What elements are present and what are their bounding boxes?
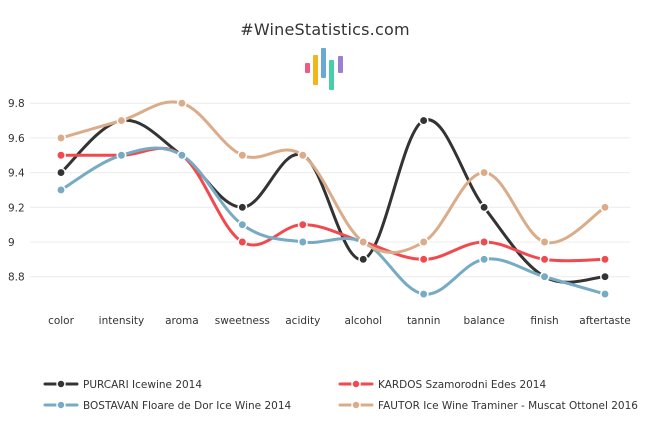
legend-label: FAUTOR Ice Wine Traminer - Muscat Ottone… [378, 400, 638, 412]
data-point [237, 219, 248, 230]
legend-item[interactable]: BOSTAVAN Floare de Dor Ice Wine 2014 [43, 400, 291, 412]
x-tick-label: tannin [407, 315, 440, 327]
x-axis: color intensity aroma sweetness acidity alcoh… [48, 315, 631, 327]
data-point [237, 150, 248, 161]
legend-label: BOSTAVAN Floare de Dor Ice Wine 2014 [83, 400, 291, 412]
series-line [59, 146, 607, 296]
data-point [176, 150, 187, 161]
data-point [479, 202, 490, 213]
data-point [358, 237, 369, 247]
data-point [539, 254, 550, 265]
data-point [600, 254, 610, 265]
data-point [600, 289, 610, 299]
legend[interactable]: PURCARI Icewine 2014 KARDOS Szamorodni Ed… [43, 379, 638, 412]
x-tick-label: intensity [99, 315, 145, 327]
x-tick-label: sweetness [215, 315, 270, 327]
grid [30, 102, 630, 278]
x-tick-label: acidity [285, 315, 320, 327]
data-point [56, 150, 66, 161]
series-line [59, 146, 607, 263]
data-point [297, 237, 308, 247]
legend-marker [351, 400, 361, 410]
data-point [479, 254, 490, 265]
data-point [297, 150, 308, 161]
data-point [418, 237, 429, 247]
data-point [116, 115, 127, 126]
data-point [479, 237, 490, 247]
logo-bar [305, 63, 310, 73]
legend-item[interactable]: KARDOS Szamorodni Edes 2014 [338, 379, 546, 391]
series-4 [56, 98, 610, 255]
y-tick-label: 8.8 [8, 272, 25, 284]
legend-marker [56, 379, 66, 389]
y-tick-label: 9.2 [8, 202, 25, 214]
logo-bar [329, 60, 334, 90]
data-point [539, 271, 550, 282]
x-tick-label: finish [530, 315, 558, 327]
series-lines [56, 98, 610, 299]
y-axis: 8.8 9 9.2 9.4 9.6 9.8 [8, 98, 25, 284]
data-point [539, 237, 550, 247]
data-point [56, 185, 66, 195]
logo-bar [321, 48, 326, 78]
series-line [59, 118, 607, 284]
y-tick-label: 9.6 [8, 133, 25, 145]
data-point [600, 202, 610, 213]
data-point [418, 289, 429, 299]
legend-marker [56, 400, 66, 410]
series-2 [56, 146, 610, 265]
x-tick-label: balance [463, 315, 504, 327]
data-point [297, 219, 308, 230]
legend-item[interactable]: PURCARI Icewine 2014 [43, 379, 202, 391]
series-3 [56, 146, 610, 299]
x-tick-label: aftertaste [579, 315, 630, 327]
chart-title: #WineStatistics.com [240, 20, 410, 39]
x-tick-label: color [48, 315, 75, 327]
logo-bar [313, 55, 318, 85]
data-point [56, 167, 66, 178]
legend-label: KARDOS Szamorodni Edes 2014 [378, 379, 546, 391]
x-tick-label: aroma [165, 315, 199, 327]
series-line [59, 100, 607, 255]
x-tick-label: alcohol [344, 315, 382, 327]
data-point [418, 115, 429, 126]
data-point [116, 150, 127, 161]
wine-statistics-logo [305, 48, 343, 90]
y-tick-label: 9 [8, 237, 15, 249]
logo-bar [338, 56, 343, 73]
legend-label: PURCARI Icewine 2014 [83, 379, 202, 391]
data-point [237, 237, 248, 247]
data-point [176, 98, 187, 109]
data-point [358, 254, 369, 265]
y-tick-label: 9.8 [8, 98, 25, 110]
data-point [600, 271, 610, 282]
y-tick-label: 9.4 [8, 168, 25, 180]
legend-marker [351, 379, 361, 389]
data-point [237, 202, 248, 213]
data-point [479, 167, 490, 178]
data-point [56, 132, 66, 143]
legend-item[interactable]: FAUTOR Ice Wine Traminer - Muscat Ottone… [338, 400, 638, 412]
data-point [418, 254, 429, 265]
